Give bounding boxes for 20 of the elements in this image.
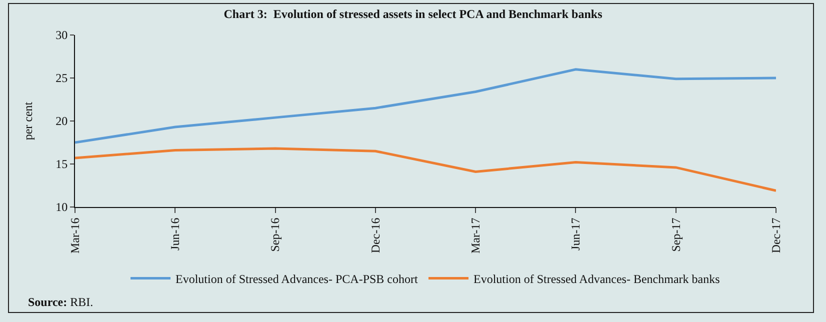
chart-title: Chart 3: Evolution of stressed assets in select PCA and Benchmark banks bbox=[224, 7, 603, 22]
source-note: Source: RBI. bbox=[28, 295, 94, 309]
y-tick-label: 15 bbox=[56, 157, 68, 172]
line-series bbox=[75, 68, 776, 144]
y-tick-label: 30 bbox=[56, 28, 68, 42]
y-tick-label: 25 bbox=[56, 71, 68, 86]
y-axis-title: per cent bbox=[20, 101, 35, 140]
line-series bbox=[75, 147, 776, 192]
legend-label: Evolution of Stressed Advances- Benchmark banks bbox=[473, 272, 720, 286]
y-tick-label: 10 bbox=[56, 200, 68, 214]
x-tick-label: Sep-17 bbox=[668, 218, 683, 252]
x-tick-label: Jun-16 bbox=[168, 218, 182, 250]
x-tick-label: Mar-17 bbox=[468, 218, 482, 254]
x-tick-label: Jun-17 bbox=[568, 218, 583, 250]
x-tick-label: Sep-16 bbox=[268, 218, 282, 252]
x-tick-label: Mar-16 bbox=[68, 218, 82, 254]
y-tick-label: 20 bbox=[56, 114, 68, 128]
x-tick-label: Dec-16 bbox=[368, 218, 382, 254]
x-tick-label: Dec-17 bbox=[768, 218, 783, 254]
legend-label: Evolution of Stressed Advances- PCA-PSB cohort bbox=[176, 272, 418, 286]
